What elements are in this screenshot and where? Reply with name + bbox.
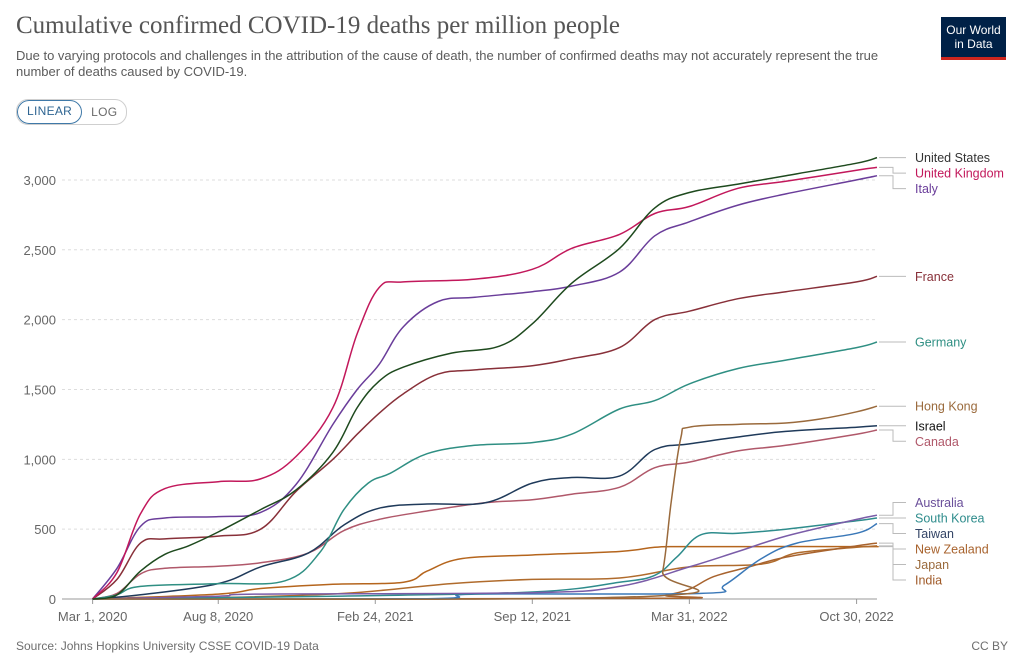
series-line-japan[interactable]: [92, 545, 878, 600]
series-line-canada[interactable]: [92, 429, 878, 600]
series-line-hong-kong[interactable]: [92, 405, 878, 601]
series-line-united-states[interactable]: [92, 156, 878, 600]
y-tick-label: 1,000: [23, 452, 56, 467]
series-lines[interactable]: [92, 156, 879, 601]
label-connector: [879, 523, 906, 534]
y-tick-label: 500: [34, 522, 56, 537]
series-line-italy[interactable]: [92, 174, 878, 600]
license-label[interactable]: CC BY: [971, 639, 1008, 653]
x-tick-label: Mar 31, 2022: [651, 609, 728, 624]
x-tick-label: Oct 30, 2022: [819, 609, 893, 624]
x-tick-label: Mar 1, 2020: [58, 609, 127, 624]
series-line-india[interactable]: [92, 545, 879, 600]
label-connector: [879, 502, 906, 516]
series-label-france[interactable]: France: [915, 270, 954, 284]
series-line-new-zealand[interactable]: [92, 542, 878, 600]
x-axis: Mar 1, 2020 Aug 8, 2020 Feb 24, 2021 Sep 12…: [58, 598, 894, 624]
series-line-germany[interactable]: [92, 341, 878, 600]
y-axis-tick-labels: 0 500 1,000 1,500 2,000 2,500 3,000: [23, 173, 56, 607]
label-connector: [879, 175, 906, 190]
scale-toggle: LINEAR LOG: [16, 99, 128, 125]
chart-subtitle: Due to varying protocols and challenges …: [16, 48, 879, 79]
series-label-new-zealand[interactable]: New Zealand: [915, 543, 989, 557]
owid-logo[interactable]: Our World in Data: [941, 17, 1006, 60]
chart-title: Cumulative confirmed COVID-19 deaths per…: [16, 12, 621, 39]
series-line-france[interactable]: [92, 275, 878, 600]
label-connector: [879, 429, 906, 442]
x-tick-label: Feb 24, 2021: [337, 609, 414, 624]
series-label-israel[interactable]: Israel: [915, 419, 946, 433]
x-tick-label: Aug 8, 2020: [183, 609, 253, 624]
series-line-israel[interactable]: [92, 425, 878, 600]
source-note[interactable]: Source: Johns Hopkins University CSSE CO…: [16, 639, 319, 653]
series-label-canada[interactable]: Canada: [915, 435, 959, 449]
gridlines: [62, 179, 877, 530]
log-scale-button[interactable]: LOG: [91, 105, 118, 119]
series-label-south-korea[interactable]: South Korea: [915, 512, 985, 526]
label-connector: [879, 546, 906, 581]
series-label-germany[interactable]: Germany: [915, 335, 967, 349]
series-label-australia[interactable]: Australia: [915, 496, 964, 510]
series-line-australia[interactable]: [92, 514, 878, 600]
y-tick-label: 2,000: [23, 313, 56, 328]
series-label-india[interactable]: India: [915, 574, 942, 588]
linear-scale-button[interactable]: LINEAR: [17, 100, 83, 124]
series-label-hong-kong[interactable]: Hong Kong: [915, 400, 978, 414]
x-tick-label: Sep 12, 2021: [494, 609, 571, 624]
owid-logo-text: Our World in Data: [946, 23, 1001, 51]
series-label-united-kingdom[interactable]: United Kingdom: [915, 167, 1004, 181]
series-label-japan[interactable]: Japan: [915, 558, 949, 572]
y-tick-label: 1,500: [23, 382, 56, 397]
y-tick-label: 0: [49, 592, 56, 607]
series-line-united-kingdom[interactable]: [92, 166, 878, 600]
y-tick-label: 2,500: [23, 243, 56, 258]
series-label-united-states[interactable]: United States: [915, 151, 990, 165]
series-line-taiwan[interactable]: [92, 522, 878, 600]
series-label-taiwan[interactable]: Taiwan: [915, 527, 954, 541]
series-line-south-korea[interactable]: [92, 517, 878, 600]
series-label-italy[interactable]: Italy: [915, 182, 939, 196]
y-tick-label: 3,000: [23, 173, 56, 188]
label-connector: [879, 166, 906, 174]
